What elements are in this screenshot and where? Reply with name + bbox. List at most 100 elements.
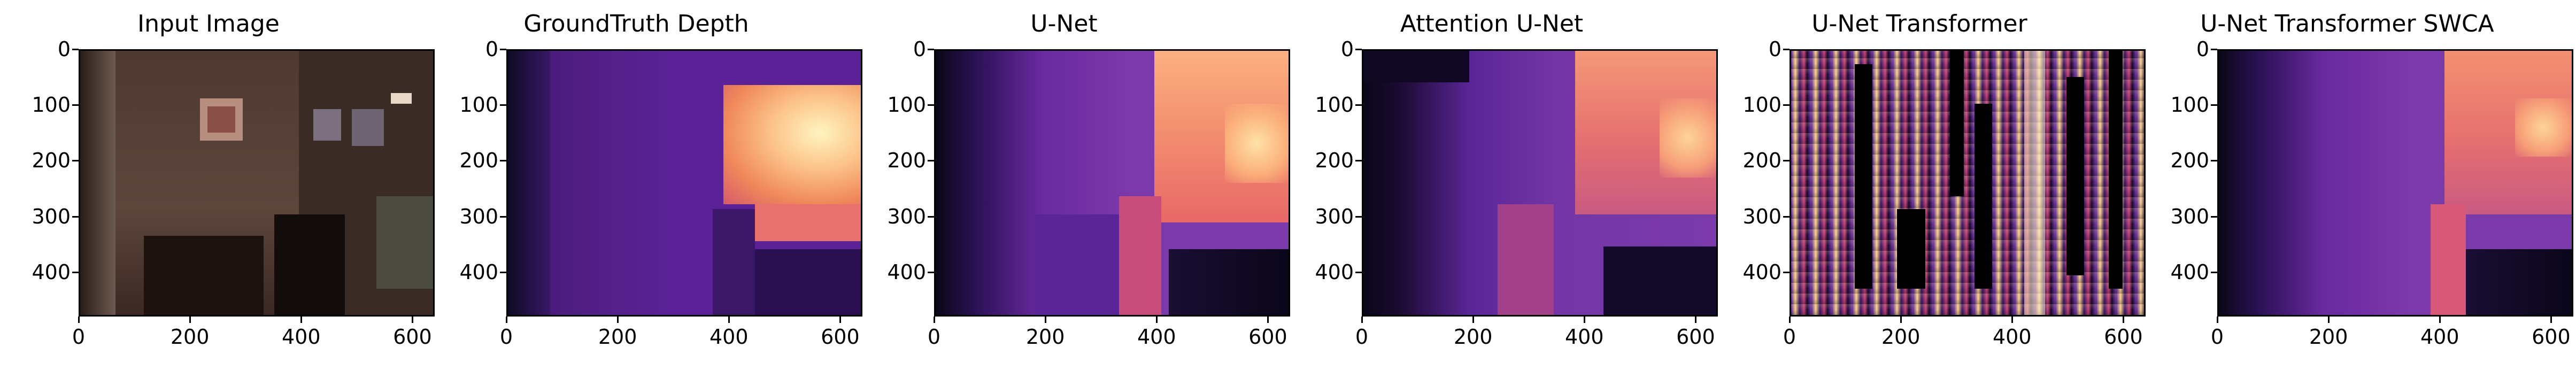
y-tick-mark bbox=[500, 215, 506, 218]
x-tick-mark bbox=[1045, 317, 1047, 323]
y-tick-mark bbox=[928, 160, 934, 162]
x-tick-label: 0 bbox=[72, 325, 86, 349]
y-tick-label: 0 bbox=[1340, 37, 1354, 61]
y-tick-label: 100 bbox=[1315, 93, 1354, 117]
y-tick-mark bbox=[72, 215, 79, 218]
y-tick-label: 0 bbox=[57, 37, 71, 61]
y-tick-label: 300 bbox=[2170, 204, 2209, 228]
y-tick-mark bbox=[928, 215, 934, 218]
panel-1: Input Image 0 100 200 300 400 0 200 400 600 bbox=[0, 0, 435, 370]
x-tick-label: 600 bbox=[1676, 325, 1715, 349]
x-tick-mark bbox=[2123, 317, 2125, 323]
x-tick-label: 400 bbox=[709, 325, 749, 349]
x-tick-label: 600 bbox=[821, 325, 860, 349]
x-tick-label: 0 bbox=[499, 325, 513, 349]
y-tick-mark bbox=[72, 49, 79, 50]
x-tick-mark bbox=[1789, 317, 1791, 323]
panel-title: U-Net Transformer bbox=[1811, 10, 2027, 37]
y-tick-mark bbox=[2211, 160, 2217, 162]
y-tick-label: 200 bbox=[1315, 149, 1354, 173]
x-tick-label: 200 bbox=[2309, 325, 2348, 349]
panel-image bbox=[1790, 49, 2146, 317]
x-tick-mark bbox=[300, 317, 303, 323]
panel-3: U-Net 0 100 200 300 400 0 200 400 600 bbox=[855, 0, 1290, 370]
x-tick-label: 400 bbox=[1992, 325, 2032, 349]
y-tick-mark bbox=[1355, 271, 1362, 273]
y-tick-mark bbox=[2211, 104, 2217, 106]
y-tick-label: 300 bbox=[32, 204, 71, 228]
panel-title: GroundTruth Depth bbox=[523, 10, 749, 37]
y-tick-mark bbox=[928, 49, 934, 50]
x-tick-mark bbox=[2328, 317, 2330, 323]
y-tick-label: 100 bbox=[1742, 93, 1781, 117]
x-tick-label: 600 bbox=[393, 325, 432, 349]
y-tick-label: 100 bbox=[887, 93, 926, 117]
x-tick-label: 400 bbox=[1564, 325, 1604, 349]
x-tick-label: 200 bbox=[170, 325, 210, 349]
y-tick-label: 400 bbox=[887, 260, 926, 284]
y-tick-mark bbox=[1355, 160, 1362, 162]
panel-title: Input Image bbox=[137, 10, 280, 37]
x-tick-label: 400 bbox=[2420, 325, 2459, 349]
x-tick-label: 400 bbox=[281, 325, 321, 349]
x-tick-label: 0 bbox=[927, 325, 941, 349]
y-tick-label: 100 bbox=[32, 93, 71, 117]
panel-image bbox=[2217, 49, 2573, 317]
panel-2: GroundTruth Depth 0 100 200 300 400 0 200 400 600 bbox=[428, 0, 862, 370]
x-tick-label: 200 bbox=[1453, 325, 1493, 349]
x-tick-label: 200 bbox=[1025, 325, 1065, 349]
y-tick-mark bbox=[72, 160, 79, 162]
x-tick-label: 0 bbox=[1355, 325, 1369, 349]
y-tick-label: 400 bbox=[32, 260, 71, 284]
y-tick-mark bbox=[500, 104, 506, 106]
y-tick-mark bbox=[2211, 215, 2217, 218]
y-tick-label: 0 bbox=[913, 37, 926, 61]
y-tick-label: 300 bbox=[1742, 204, 1781, 228]
y-tick-label: 100 bbox=[459, 93, 498, 117]
x-tick-mark bbox=[2550, 317, 2552, 323]
y-tick-mark bbox=[500, 271, 506, 273]
x-tick-label: 200 bbox=[1881, 325, 1921, 349]
y-tick-mark bbox=[500, 49, 506, 50]
x-tick-mark bbox=[1695, 317, 1697, 323]
x-tick-label: 0 bbox=[1783, 325, 1796, 349]
y-tick-mark bbox=[1783, 49, 1790, 50]
y-tick-label: 0 bbox=[2196, 37, 2209, 61]
y-tick-mark bbox=[500, 160, 506, 162]
y-tick-label: 300 bbox=[887, 204, 926, 228]
panel-title: U-Net bbox=[1030, 10, 1098, 37]
y-tick-label: 100 bbox=[2170, 93, 2209, 117]
x-tick-label: 200 bbox=[598, 325, 637, 349]
y-tick-mark bbox=[928, 271, 934, 273]
y-tick-mark bbox=[1783, 160, 1790, 162]
x-tick-mark bbox=[1900, 317, 1902, 323]
y-tick-label: 300 bbox=[459, 204, 498, 228]
y-tick-label: 400 bbox=[2170, 260, 2209, 284]
panel-image bbox=[1362, 49, 1718, 317]
x-tick-mark bbox=[1472, 317, 1475, 323]
y-tick-mark bbox=[1355, 104, 1362, 106]
x-tick-label: 0 bbox=[2210, 325, 2224, 349]
y-tick-mark bbox=[928, 104, 934, 106]
x-tick-mark bbox=[839, 317, 842, 323]
panel-title: Attention U-Net bbox=[1400, 10, 1584, 37]
x-tick-mark bbox=[1361, 317, 1363, 323]
x-tick-mark bbox=[1584, 317, 1586, 323]
y-tick-label: 400 bbox=[459, 260, 498, 284]
y-tick-mark bbox=[72, 271, 79, 273]
x-tick-mark bbox=[1156, 317, 1158, 323]
x-tick-label: 600 bbox=[2104, 325, 2143, 349]
y-tick-mark bbox=[2211, 49, 2217, 50]
y-tick-label: 200 bbox=[32, 149, 71, 173]
x-tick-mark bbox=[934, 317, 935, 323]
x-tick-mark bbox=[2217, 317, 2218, 323]
y-tick-mark bbox=[1783, 104, 1790, 106]
x-tick-mark bbox=[728, 317, 730, 323]
y-tick-label: 200 bbox=[459, 149, 498, 173]
x-tick-mark bbox=[78, 317, 80, 323]
y-tick-mark bbox=[1355, 49, 1362, 50]
x-tick-label: 600 bbox=[2532, 325, 2571, 349]
y-tick-mark bbox=[2211, 271, 2217, 273]
y-tick-mark bbox=[72, 104, 79, 106]
y-tick-mark bbox=[1355, 215, 1362, 218]
